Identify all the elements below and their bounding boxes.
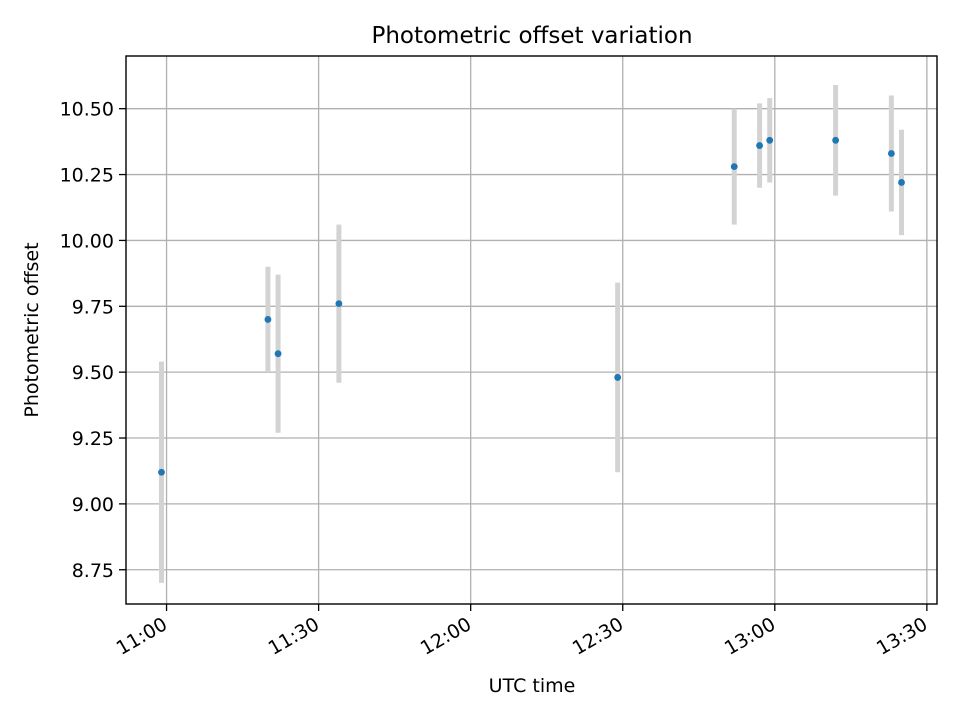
data-point [832, 136, 840, 144]
chart-title: Photometric offset variation [371, 23, 692, 49]
data-point [898, 179, 905, 186]
error-bar-layer [158, 84, 905, 583]
grid-layer [126, 56, 937, 604]
y-tick-label: 10.50 [60, 99, 114, 121]
plot-frame [125, 55, 938, 605]
x-tick-label: 12:00 [417, 613, 475, 659]
data-point [766, 136, 774, 144]
data-point [158, 468, 165, 476]
data-point [730, 163, 738, 171]
data-point [614, 374, 622, 381]
y-tick-label: 10.00 [60, 230, 114, 252]
axis-layer: 11:00 11:30 12:00 12:30 13:00 13:30 8.75 9.00 9.… [60, 55, 938, 660]
x-tick-label: 13:00 [721, 613, 779, 659]
data-point [274, 350, 282, 358]
data-point-layer [158, 136, 905, 476]
y-tick-label: 9.50 [72, 362, 114, 384]
y-tick-label: 9.75 [72, 296, 114, 318]
y-tick-label: 9.00 [72, 494, 114, 516]
y-tick-label: 10.25 [60, 165, 114, 187]
x-axis-label: UTC time [489, 675, 576, 697]
data-point [264, 316, 272, 323]
y-tick-label: 8.75 [72, 560, 114, 582]
y-axis-label: Photometric offset [21, 242, 43, 417]
data-point [756, 142, 763, 149]
x-tick-label: 13:30 [873, 613, 931, 659]
y-tick-label: 9.25 [72, 428, 114, 450]
data-point [335, 300, 343, 308]
data-point [887, 150, 895, 157]
x-tick-label: 11:00 [113, 613, 171, 659]
x-tick-label: 12:30 [569, 613, 627, 659]
x-tick-label: 11:30 [265, 613, 323, 659]
